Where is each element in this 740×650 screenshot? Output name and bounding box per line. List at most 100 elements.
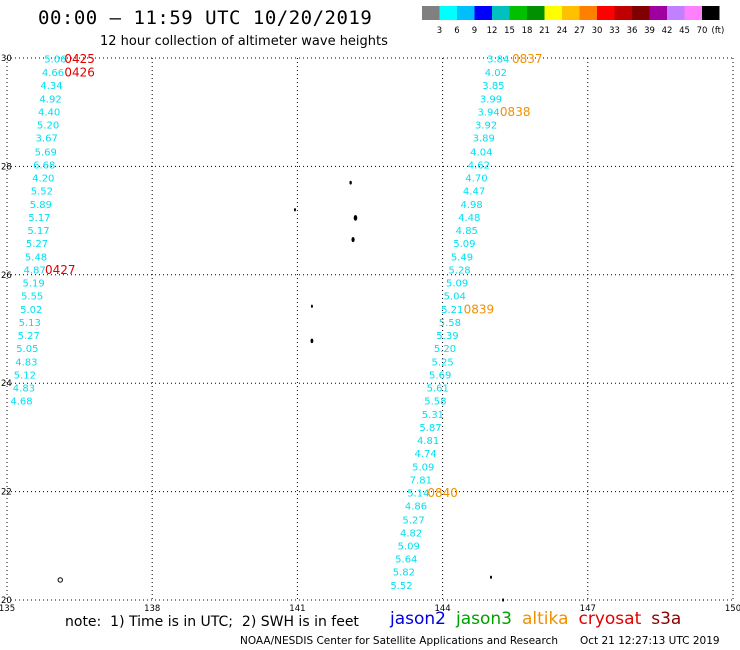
color-scale-label: 30	[592, 26, 603, 36]
footnote: note: 1) Time is in UTC; 2) SWH is in fe…	[65, 614, 359, 630]
wave-height-value[interactable]: 4.66	[42, 68, 64, 79]
wave-height-value[interactable]: 5.87	[419, 423, 441, 434]
wave-height-value[interactable]: 5.27	[18, 331, 40, 342]
wave-height-value[interactable]: 5.09	[398, 541, 420, 552]
wave-height-value[interactable]: 5.17	[27, 226, 49, 237]
color-swatch	[422, 6, 440, 20]
wave-height-value[interactable]: 5.13	[19, 318, 41, 329]
color-scale-label: 33	[609, 26, 620, 36]
wave-height-value[interactable]: 5.28	[448, 265, 470, 276]
color-scale-label: 36	[627, 26, 638, 36]
color-swatch	[527, 6, 545, 20]
pass-time-label: 0840	[427, 486, 458, 500]
wave-height-value[interactable]: 5.09	[453, 239, 475, 250]
color-scale-label: 42	[662, 26, 673, 36]
wave-height-value[interactable]: 5.39	[436, 331, 458, 342]
wave-height-value[interactable]: 5.20	[434, 344, 456, 355]
wave-height-value[interactable]: 4.74	[415, 449, 437, 460]
wave-height-value[interactable]: 5.55	[21, 291, 43, 302]
wave-height-value[interactable]: 4.34	[40, 81, 62, 92]
wave-height-value[interactable]: 4.47	[463, 186, 485, 197]
latitude-label: 24	[1, 379, 12, 389]
wave-height-value[interactable]: 5.89	[30, 200, 52, 211]
wave-height-value[interactable]: 5.19	[22, 278, 44, 289]
island-marker	[349, 180, 352, 185]
latitude-label: 30	[1, 54, 12, 64]
wave-height-value[interactable]: 3.92	[475, 121, 497, 132]
wave-height-value[interactable]: 5.48	[25, 252, 47, 263]
island-marker	[353, 215, 358, 221]
legend-jason2: jason2	[390, 609, 446, 629]
wave-height-value[interactable]: 4.70	[465, 173, 487, 184]
wave-height-value[interactable]: 5.49	[451, 252, 473, 263]
wave-height-value[interactable]: 5.21	[441, 305, 463, 316]
wave-height-value[interactable]: 5.05	[16, 344, 38, 355]
color-swatch	[562, 6, 580, 20]
wave-height-value[interactable]: 4.81	[417, 436, 439, 447]
wave-height-value[interactable]: 5.64	[395, 554, 417, 565]
wave-height-value[interactable]: 5.04	[444, 291, 466, 302]
wave-height-value[interactable]: 3.99	[480, 95, 502, 106]
generated-timestamp: Oct 21 12:27:13 UTC 2019	[580, 635, 720, 647]
wave-height-value[interactable]: 5.02	[20, 305, 42, 316]
wave-height-value[interactable]: 5.17	[28, 213, 50, 224]
wave-height-value[interactable]: 3.89	[473, 134, 495, 145]
wave-height-value[interactable]: 5.27	[402, 515, 424, 526]
wave-height-value[interactable]: 4.68	[10, 397, 32, 408]
wave-height-value[interactable]: 5.12	[14, 371, 36, 382]
wave-height-value[interactable]: 5.52	[31, 186, 53, 197]
wave-height-value[interactable]: 4.82	[400, 528, 422, 539]
wave-height-value[interactable]: 5.61	[427, 384, 449, 395]
wave-height-value[interactable]: 3.94	[477, 108, 499, 119]
color-swatch	[457, 6, 475, 20]
wave-height-value[interactable]: 5.58	[424, 397, 446, 408]
ring-marker	[57, 577, 63, 583]
map-subtitle: 12 hour collection of altimeter wave hei…	[100, 34, 388, 49]
wave-height-value[interactable]: 5.31	[422, 410, 444, 421]
pass-time-label: 0427	[45, 263, 76, 277]
wave-height-value[interactable]: 4.98	[461, 200, 483, 211]
wave-height-value[interactable]: 7.81	[410, 476, 432, 487]
color-scale-label: 27	[574, 26, 585, 36]
color-swatch	[544, 6, 562, 20]
wave-height-value[interactable]: 5.58	[439, 318, 461, 329]
cryosat-track: 5.06 4.66 4.34 4.92 4.40 5.20 3.67 5.69 6.68 4.20…	[10, 52, 94, 408]
legend-s3a: s3a	[651, 609, 682, 629]
wave-height-value[interactable]: 5.52	[390, 581, 412, 592]
wave-height-value[interactable]: 4.40	[38, 108, 60, 119]
wave-height-value[interactable]: 4.02	[485, 68, 507, 79]
wave-height-value[interactable]: 5.82	[393, 567, 415, 578]
wave-height-value[interactable]: 4.87	[23, 265, 45, 276]
wave-height-value[interactable]: 3.84	[487, 55, 509, 66]
wave-height-value[interactable]: 4.83	[15, 358, 37, 369]
wave-height-value[interactable]: 6.68	[33, 160, 55, 171]
wave-height-value[interactable]: 5.27	[26, 239, 48, 250]
wave-height-value[interactable]: 4.92	[39, 95, 61, 106]
color-scale-label: 18	[522, 26, 533, 36]
color-scale-label: 70	[697, 26, 708, 36]
color-scale-label: 21	[539, 26, 550, 36]
wave-height-value[interactable]: 4.83	[13, 384, 35, 395]
wave-height-value[interactable]: 4.48	[458, 213, 480, 224]
wave-height-value[interactable]: 3.85	[482, 81, 504, 92]
island-marker	[502, 598, 505, 602]
island-marker	[293, 208, 296, 212]
pass-time-label: 0839	[464, 302, 495, 316]
wave-height-value[interactable]: 4.85	[456, 226, 478, 237]
wave-height-value[interactable]: 5.06	[44, 55, 66, 66]
wave-height-value[interactable]: 5.14	[407, 489, 429, 500]
longitude-label: 138	[144, 604, 160, 614]
wave-height-value[interactable]: 3.67	[36, 134, 58, 145]
wave-height-value[interactable]: 5.09	[446, 278, 468, 289]
wave-height-value[interactable]: 5.69	[429, 371, 451, 382]
wave-height-value[interactable]: 4.20	[32, 173, 54, 184]
wave-height-value[interactable]: 4.62	[468, 160, 490, 171]
color-scale-label: 6	[454, 26, 459, 36]
wave-height-value[interactable]: 5.25	[431, 358, 453, 369]
wave-height-value[interactable]: 5.69	[35, 147, 57, 158]
wave-height-value[interactable]: 5.20	[37, 121, 59, 132]
wave-height-value[interactable]: 5.09	[412, 463, 434, 474]
wave-height-value[interactable]: 4.86	[405, 502, 427, 513]
wave-height-value[interactable]: 4.04	[470, 147, 492, 158]
